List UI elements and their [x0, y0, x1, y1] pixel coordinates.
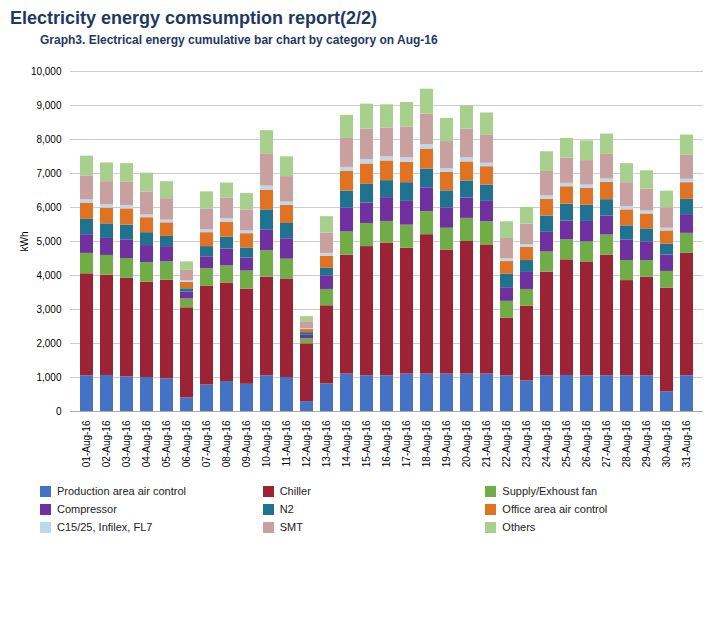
svg-text:31-Aug-16: 31-Aug-16: [681, 420, 692, 467]
html-text:Chiller: Chiller: [279, 485, 311, 497]
html-text:Electricity energy comsumption: Electricity energy comsumption report(2/…: [10, 8, 378, 28]
html-text:Others: Others: [502, 521, 536, 533]
svg-text:07-Aug-16: 07-Aug-16: [201, 420, 212, 467]
svg-text:7,000: 7,000: [36, 168, 61, 179]
svg-text:21-Aug-16: 21-Aug-16: [481, 420, 492, 467]
svg-text:9,000: 9,000: [36, 100, 61, 111]
svg-text:25-Aug-16: 25-Aug-16: [561, 420, 572, 467]
svg-text:29-Aug-16: 29-Aug-16: [641, 420, 652, 467]
svg-text:15-Aug-16: 15-Aug-16: [361, 420, 372, 467]
svg-text:18-Aug-16: 18-Aug-16: [421, 420, 432, 467]
svg-text:03-Aug-16: 03-Aug-16: [121, 420, 132, 467]
svg-text:19-Aug-16: 19-Aug-16: [441, 420, 452, 467]
svg-text:6,000: 6,000: [36, 202, 61, 213]
svg-text:08-Aug-16: 08-Aug-16: [221, 420, 232, 467]
html-text:Graph3. Electrical energy cumu: Graph3. Electrical energy cumulative bar…: [40, 33, 438, 47]
svg-text:20-Aug-16: 20-Aug-16: [461, 420, 472, 467]
svg-text:12-Aug-16: 12-Aug-16: [301, 420, 312, 467]
svg-text:02-Aug-16: 02-Aug-16: [101, 420, 112, 467]
html-text:Office area air control: Office area air control: [502, 503, 608, 515]
svg-text:8,000: 8,000: [36, 134, 61, 145]
html-text:Supply/Exhoust fan: Supply/Exhoust fan: [502, 485, 598, 497]
svg-text:28-Aug-16: 28-Aug-16: [621, 420, 632, 467]
svg-text:10-Aug-16: 10-Aug-16: [261, 420, 272, 467]
html-text:SMT: SMT: [279, 521, 303, 533]
svg-text:17-Aug-16: 17-Aug-16: [401, 420, 412, 467]
svg-text:13-Aug-16: 13-Aug-16: [321, 420, 332, 467]
svg-text:11-Aug-16: 11-Aug-16: [281, 420, 292, 466]
svg-text:23-Aug-16: 23-Aug-16: [521, 420, 532, 467]
html-text:C15/25, Infilex, FL7: C15/25, Infilex, FL7: [57, 521, 153, 533]
svg-text:06-Aug-16: 06-Aug-16: [181, 420, 192, 467]
svg-text:04-Aug-16: 04-Aug-16: [141, 420, 152, 467]
svg-text:27-Aug-16: 27-Aug-16: [601, 420, 612, 467]
svg-text:3,000: 3,000: [36, 304, 61, 315]
html-text:N2: N2: [279, 503, 294, 515]
svg-text:14-Aug-16: 14-Aug-16: [341, 420, 352, 467]
svg-text:4,000: 4,000: [36, 270, 61, 281]
svg-text:1,000: 1,000: [36, 372, 61, 383]
svg-text:22-Aug-16: 22-Aug-16: [501, 420, 512, 467]
svg-text:0: 0: [56, 406, 62, 417]
svg-text:09-Aug-16: 09-Aug-16: [241, 420, 252, 467]
svg-text:16-Aug-16: 16-Aug-16: [381, 420, 392, 467]
svg-text:5,000: 5,000: [36, 236, 61, 247]
svg-text:05-Aug-16: 05-Aug-16: [161, 420, 172, 467]
svg-text:10,000: 10,000: [31, 66, 62, 77]
svg-text:24-Aug-16: 24-Aug-16: [541, 420, 552, 467]
svg-text:01-Aug-16: 01-Aug-16: [81, 420, 92, 467]
svg-text:26-Aug-16: 26-Aug-16: [581, 420, 592, 467]
svg-text:kWh: kWh: [19, 232, 30, 252]
svg-text:2,000: 2,000: [36, 338, 61, 349]
html-text:Production area air control: Production area air control: [57, 485, 186, 497]
html-text:Compressor: Compressor: [57, 503, 117, 515]
svg-text:30-Aug-16: 30-Aug-16: [661, 420, 672, 467]
